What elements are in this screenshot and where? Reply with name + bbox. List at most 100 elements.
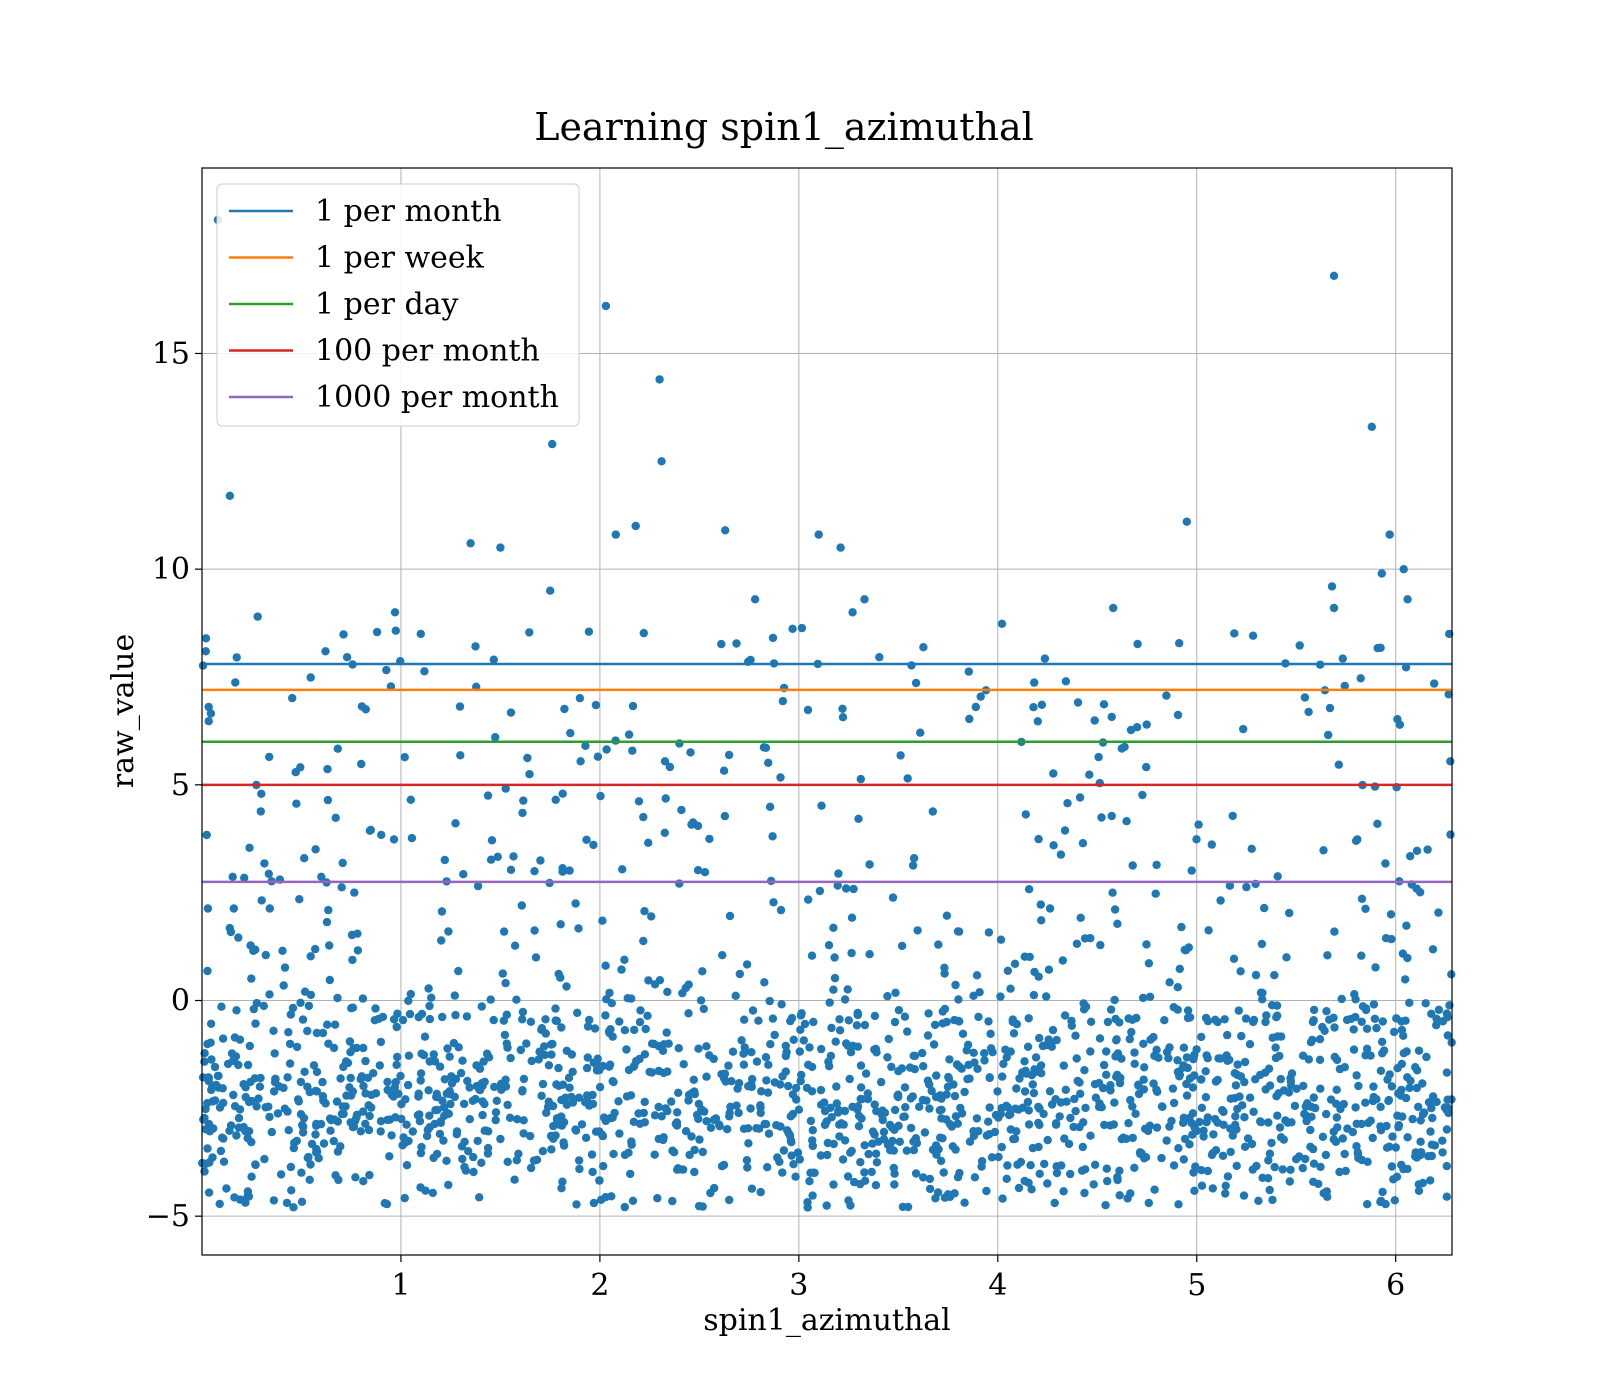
data-point [1112,1035,1121,1044]
data-point [312,1067,322,1077]
data-point [766,1040,775,1049]
data-point [1378,1187,1387,1197]
data-point [1251,1075,1260,1084]
data-point [694,1114,703,1124]
data-point [357,702,367,711]
data-point [345,1037,355,1046]
data-point [361,1056,370,1066]
data-point [1175,964,1185,974]
data-point [1179,1155,1189,1164]
data-point [1370,1014,1380,1023]
data-point [1373,643,1382,653]
data-point [709,1054,718,1064]
data-point [856,1083,866,1092]
data-point [618,865,627,874]
data-point [556,920,565,929]
data-point [557,1121,567,1130]
data-point [573,1008,582,1017]
data-point [954,995,963,1004]
data-point [311,944,320,954]
data-point [1035,1033,1044,1043]
data-point [1165,978,1174,987]
data-point [346,1073,355,1083]
data-point [1352,1142,1361,1151]
data-point [226,927,236,937]
data-point [1060,826,1070,835]
data-point [976,692,985,701]
data-point [1189,1053,1198,1063]
data-point [1349,1025,1358,1034]
data-point [1190,1071,1199,1080]
data-point [1164,1054,1173,1063]
data-point [1240,1057,1250,1067]
data-point [879,1127,889,1137]
data-point [674,1044,683,1053]
data-point [319,1139,329,1148]
data-point [348,1003,358,1012]
data-point [1183,1006,1193,1015]
data-point [565,866,574,875]
data-point [1316,1162,1325,1172]
data-point [298,1015,308,1024]
data-point [856,1158,865,1167]
data-point [843,1172,853,1181]
data-point [690,1167,699,1177]
data-point [1035,1169,1044,1179]
data-point [1264,1118,1273,1127]
data-point [1393,715,1402,724]
data-point [1006,1110,1015,1119]
data-point [330,1020,340,1029]
data-point [1152,860,1161,870]
data-point [1188,1130,1197,1139]
data-point [1201,1013,1211,1023]
data-point [747,1184,757,1193]
data-point [803,1203,812,1212]
data-point [878,1115,887,1125]
data-point [475,1085,484,1095]
data-point [829,923,838,932]
data-point [1187,866,1196,875]
data-point [1039,1109,1048,1119]
data-point [775,1157,784,1167]
data-point [566,728,575,738]
data-point [630,1061,639,1071]
data-point [734,1108,743,1118]
data-point [1177,922,1186,932]
data-point [860,1168,869,1177]
data-point [1430,1141,1440,1150]
data-point [593,752,603,761]
data-point [1414,1046,1424,1055]
data-point [1003,1161,1012,1170]
data-point [527,1056,536,1066]
data-point [1003,966,1013,975]
data-point [1396,1091,1406,1100]
data-point [919,643,928,652]
data-point [1151,889,1160,898]
data-point [940,1193,950,1202]
data-point [269,1026,278,1036]
data-point [647,1068,657,1077]
data-point [864,1149,873,1159]
data-point [260,859,269,868]
data-point [1357,894,1367,903]
data-point [804,895,813,904]
data-point [270,1049,279,1058]
data-point [457,1142,467,1151]
data-point [1292,1155,1301,1164]
data-point [948,1142,957,1151]
data-point [816,1151,826,1160]
data-point [867,1167,876,1177]
data-point [1102,1047,1111,1056]
data-point [909,854,919,863]
data-point [1185,1013,1195,1022]
data-point [1197,1166,1206,1175]
data-point [1318,1022,1327,1032]
data-point [1428,945,1438,954]
data-point [1002,1053,1011,1062]
data-point [1160,1016,1169,1025]
data-point [1102,1164,1112,1173]
data-point [1272,1092,1281,1101]
data-point [361,1119,370,1129]
data-point [219,1098,228,1108]
y-axis-label: raw_value [106,634,141,788]
